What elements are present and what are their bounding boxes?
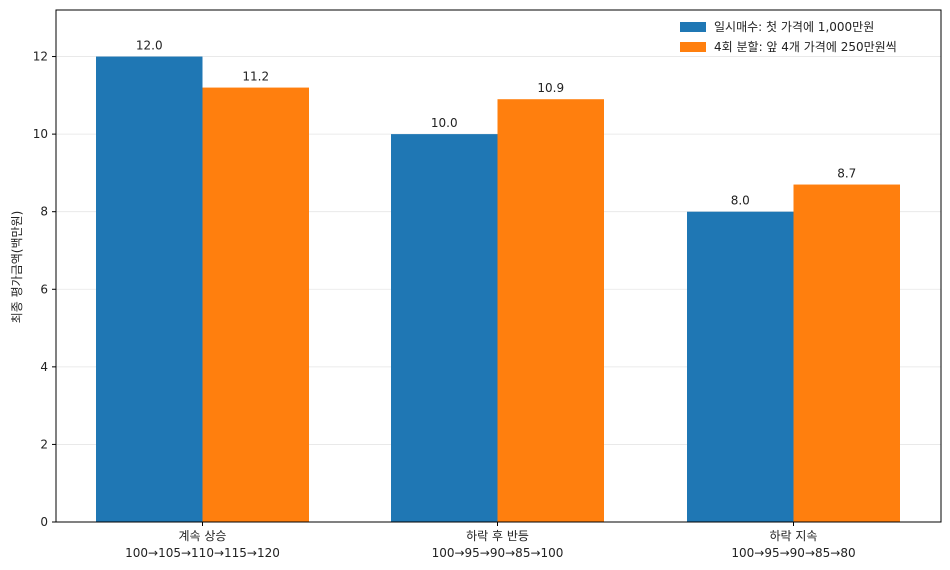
legend-swatch	[680, 42, 706, 52]
bar-value-label: 12.0	[136, 39, 163, 53]
bar-lump-sum-1	[96, 56, 203, 522]
bar-value-label: 8.0	[731, 194, 750, 208]
y-tick-label: 10	[33, 127, 48, 141]
x-axis: 계속 상승 100→105→110→115→120 하락 후 반등 100→95→90…	[125, 522, 856, 560]
y-tick-label: 2	[40, 437, 48, 451]
bar-value-label: 11.2	[242, 70, 269, 84]
bar-lump-sum-3	[687, 211, 794, 523]
y-tick-label: 4	[40, 360, 48, 374]
plot-frame	[55, 9, 942, 523]
bar-split-2	[497, 99, 604, 522]
legend-label: 4회 분할: 앞 4개 가격에 250만원씩	[714, 40, 897, 54]
y-tick-label: 0	[40, 515, 48, 529]
x-tick-label: 계속 상승	[179, 529, 227, 543]
y-tick-label: 12	[33, 50, 48, 64]
y-tick-label: 8	[40, 205, 48, 219]
legend-swatch	[680, 22, 706, 32]
legend-label: 일시매수: 첫 가격에 1,000만원	[714, 20, 874, 34]
x-tick-label: 하락 후 반등	[466, 529, 529, 543]
bar-split-1	[202, 87, 309, 523]
legend: 일시매수: 첫 가격에 1,000만원 4회 분할: 앞 4개 가격에 250만원…	[680, 20, 897, 54]
bar-value-label: 10.0	[431, 116, 458, 130]
y-axis-label: 최종 평가금액(백만원)	[10, 211, 24, 324]
bar-value-label: 8.7	[837, 167, 856, 181]
bars	[96, 56, 900, 523]
x-tick-sublabel: 100→95→90→85→100	[432, 546, 564, 560]
y-tick-label: 6	[40, 282, 48, 296]
x-tick-sublabel: 100→95→90→85→80	[731, 546, 855, 560]
y-axis: 0 2 4 6 8 10 12	[33, 50, 56, 529]
bar-lump-sum-2	[391, 134, 498, 522]
x-tick-label: 하락 지속	[770, 529, 818, 543]
bar-value-labels: 12.0 11.2 10.0 10.9 8.0 8.7	[136, 39, 856, 208]
bar-split-3	[793, 184, 900, 522]
bar-value-label: 10.9	[537, 81, 564, 95]
x-tick-sublabel: 100→105→110→115→120	[125, 546, 280, 560]
